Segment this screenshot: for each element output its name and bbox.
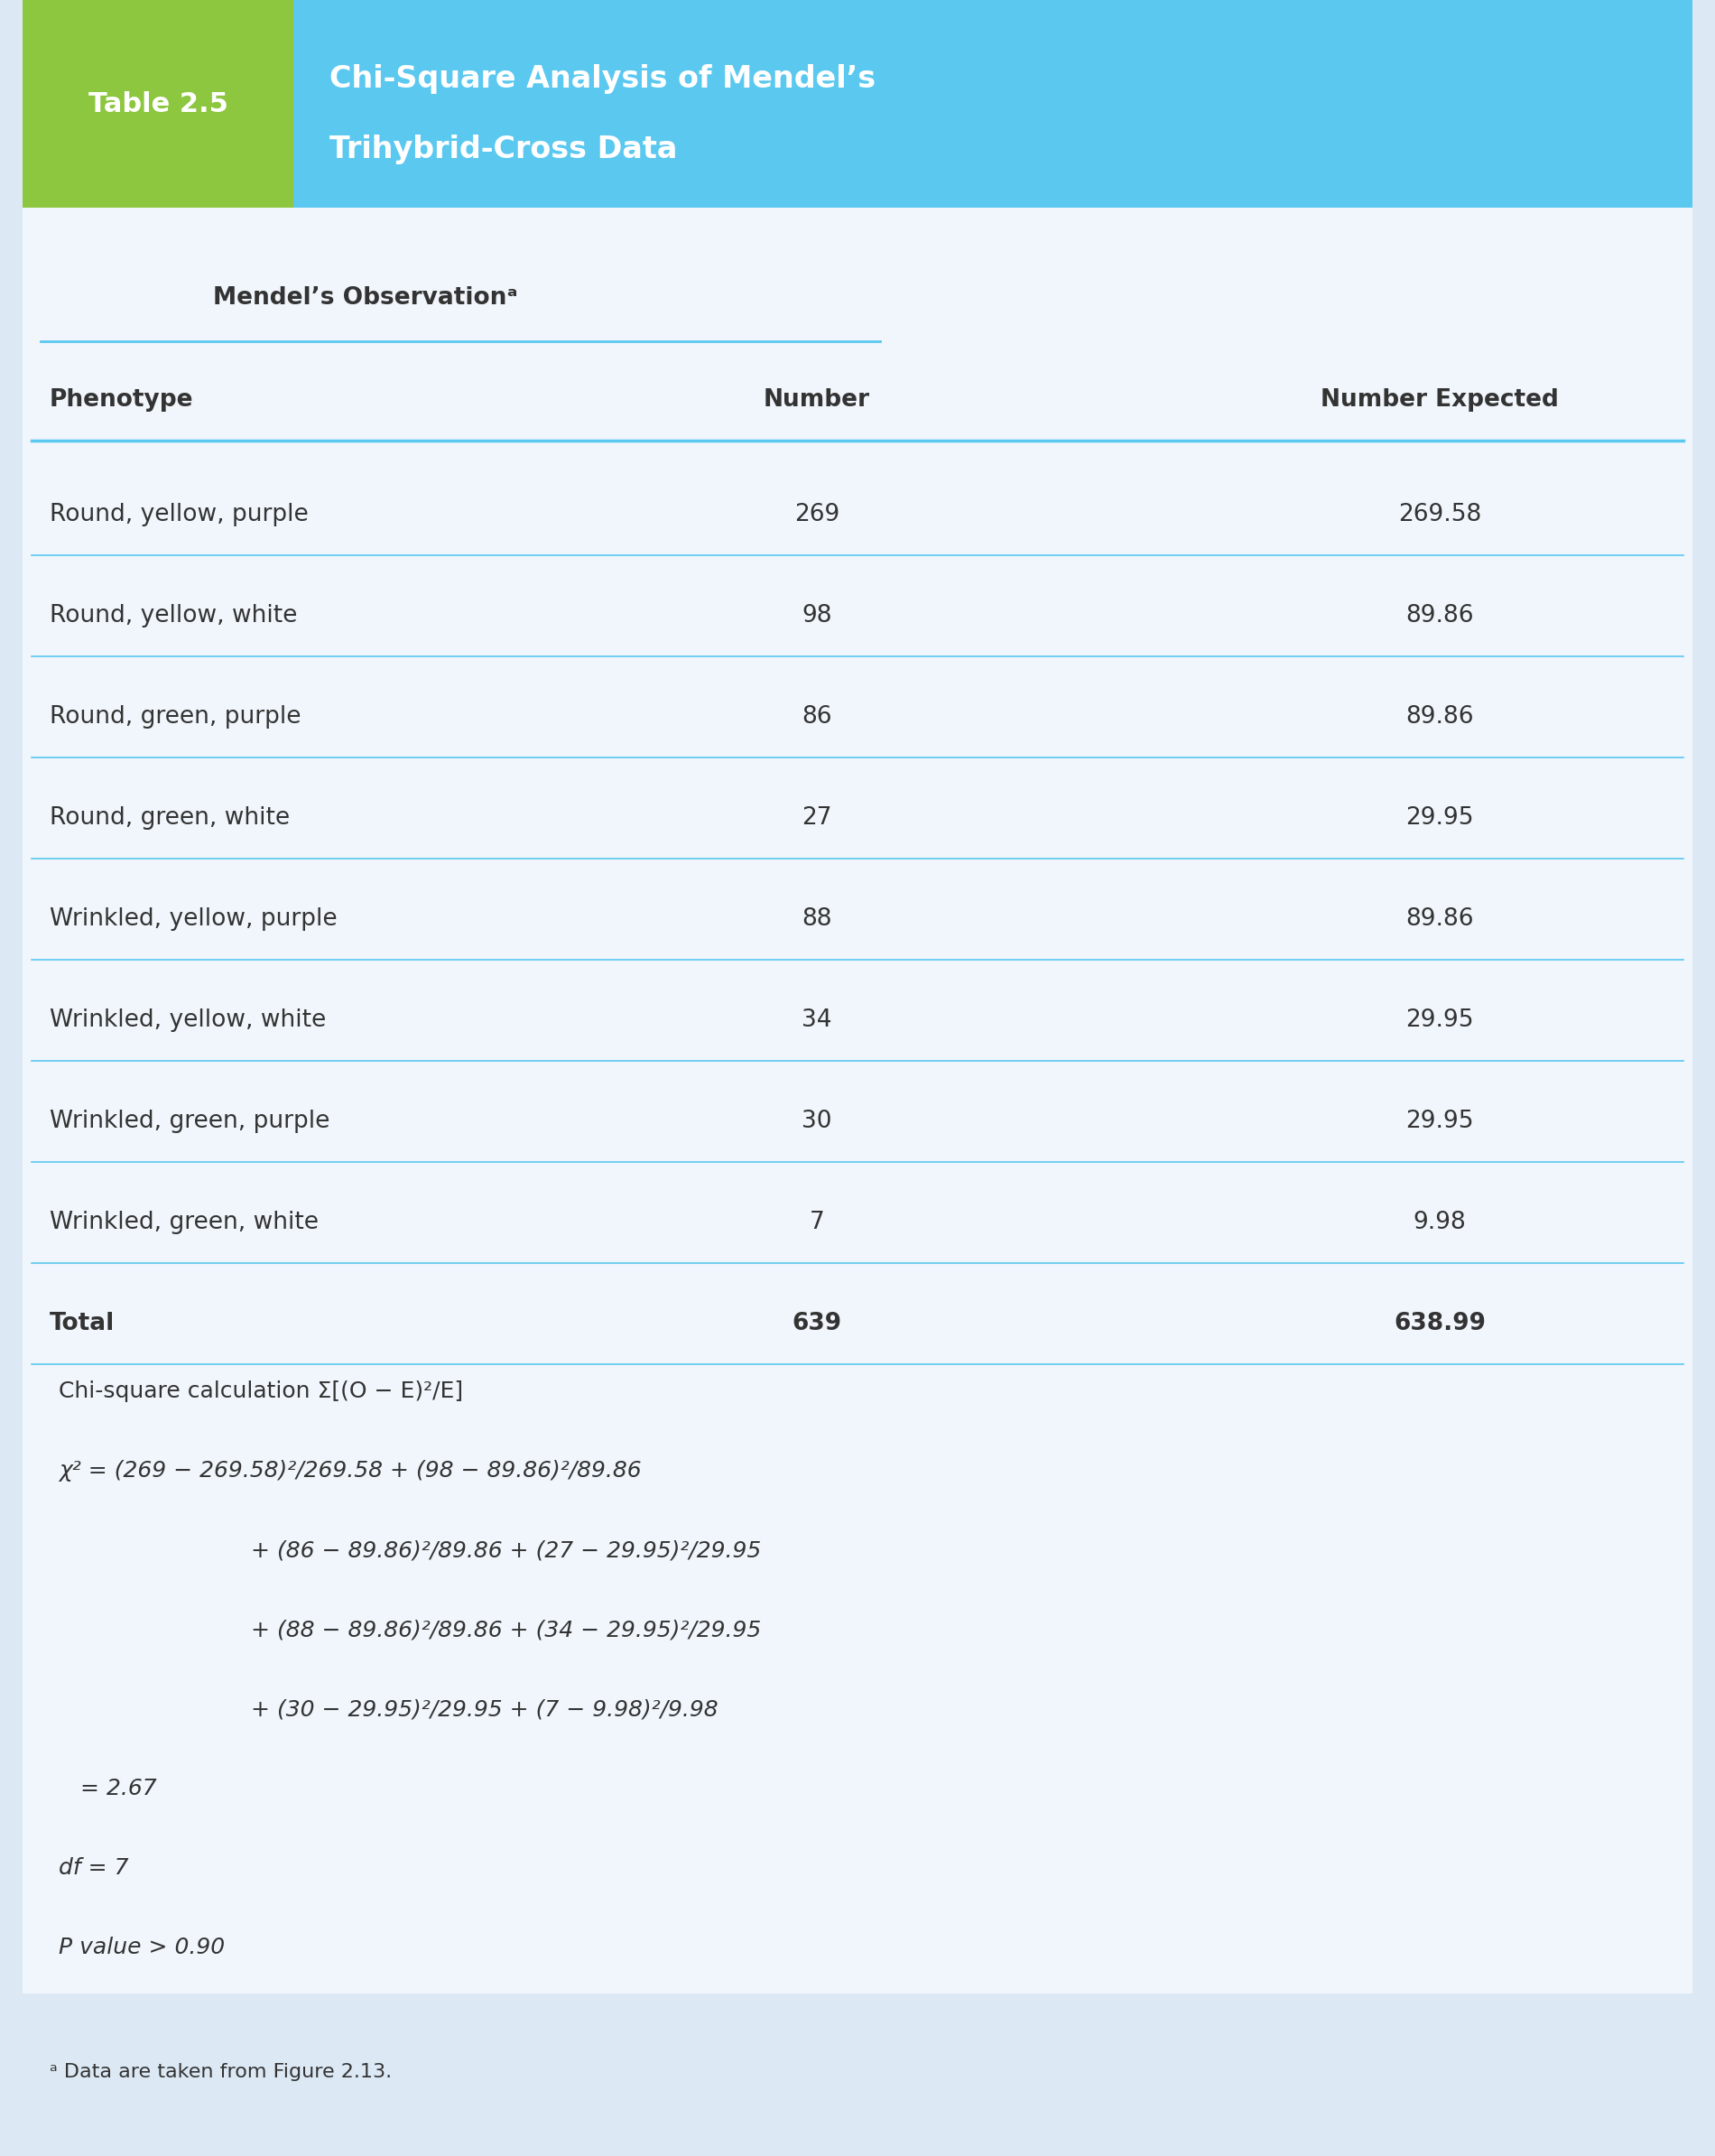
- Text: ᵃ Data are taken from Figure 2.13.: ᵃ Data are taken from Figure 2.13.: [50, 2063, 391, 2081]
- Text: Round, yellow, purple: Round, yellow, purple: [50, 502, 309, 526]
- Bar: [22, 0, 293, 207]
- Text: Phenotype: Phenotype: [50, 388, 194, 412]
- Text: 98: 98: [803, 604, 832, 627]
- Text: 269: 269: [794, 502, 840, 526]
- Text: 27: 27: [803, 806, 832, 830]
- Text: 89.86: 89.86: [1406, 705, 1473, 729]
- Bar: [293, 0, 1693, 207]
- Text: Round, green, white: Round, green, white: [50, 806, 290, 830]
- Text: + (88 − 89.86)²/89.86 + (34 − 29.95)²/29.95: + (88 − 89.86)²/89.86 + (34 − 29.95)²/29…: [208, 1619, 761, 1641]
- Text: 30: 30: [803, 1110, 832, 1134]
- Text: + (86 − 89.86)²/89.86 + (27 − 29.95)²/29.95: + (86 − 89.86)²/89.86 + (27 − 29.95)²/29…: [208, 1539, 761, 1561]
- Text: Mendel’s Observationᵃ: Mendel’s Observationᵃ: [213, 287, 518, 310]
- Text: P value > 0.90: P value > 0.90: [58, 1936, 225, 1958]
- Text: df = 7: df = 7: [58, 1856, 129, 1878]
- Text: χ² = (269 − 269.58)²/269.58 + (98 − 89.86)²/89.86: χ² = (269 − 269.58)²/269.58 + (98 − 89.8…: [58, 1460, 641, 1481]
- Text: Wrinkled, yellow, white: Wrinkled, yellow, white: [50, 1009, 326, 1033]
- Text: Number Expected: Number Expected: [1321, 388, 1559, 412]
- Text: Chi-Square Analysis of Mendel’s: Chi-Square Analysis of Mendel’s: [329, 65, 876, 95]
- Text: 29.95: 29.95: [1406, 1110, 1473, 1134]
- Text: = 2.67: = 2.67: [58, 1779, 156, 1800]
- Text: Round, yellow, white: Round, yellow, white: [50, 604, 297, 627]
- Text: Chi-square calculation Σ[(O − E)²/E]: Chi-square calculation Σ[(O − E)²/E]: [58, 1380, 463, 1401]
- Text: 86: 86: [803, 705, 832, 729]
- Text: Total: Total: [50, 1313, 115, 1335]
- Text: Trihybrid-Cross Data: Trihybrid-Cross Data: [329, 134, 677, 164]
- Bar: [22, 207, 1693, 1994]
- Text: Wrinkled, green, white: Wrinkled, green, white: [50, 1212, 319, 1235]
- Text: 7: 7: [809, 1212, 825, 1235]
- Text: 269.58: 269.58: [1398, 502, 1482, 526]
- Text: + (30 − 29.95)²/29.95 + (7 − 9.98)²/9.98: + (30 − 29.95)²/29.95 + (7 − 9.98)²/9.98: [208, 1699, 719, 1720]
- Text: 34: 34: [803, 1009, 832, 1033]
- Text: 638.99: 638.99: [1394, 1313, 1485, 1335]
- Text: 29.95: 29.95: [1406, 1009, 1473, 1033]
- Text: Number: Number: [763, 388, 870, 412]
- Text: 639: 639: [792, 1313, 842, 1335]
- Text: 89.86: 89.86: [1406, 604, 1473, 627]
- Text: Table 2.5: Table 2.5: [87, 91, 228, 116]
- Text: 88: 88: [803, 908, 832, 931]
- Text: Wrinkled, yellow, purple: Wrinkled, yellow, purple: [50, 908, 338, 931]
- Text: 29.95: 29.95: [1406, 806, 1473, 830]
- Text: Wrinkled, green, purple: Wrinkled, green, purple: [50, 1110, 329, 1134]
- Text: 9.98: 9.98: [1413, 1212, 1466, 1235]
- Text: Round, green, purple: Round, green, purple: [50, 705, 302, 729]
- Text: 89.86: 89.86: [1406, 908, 1473, 931]
